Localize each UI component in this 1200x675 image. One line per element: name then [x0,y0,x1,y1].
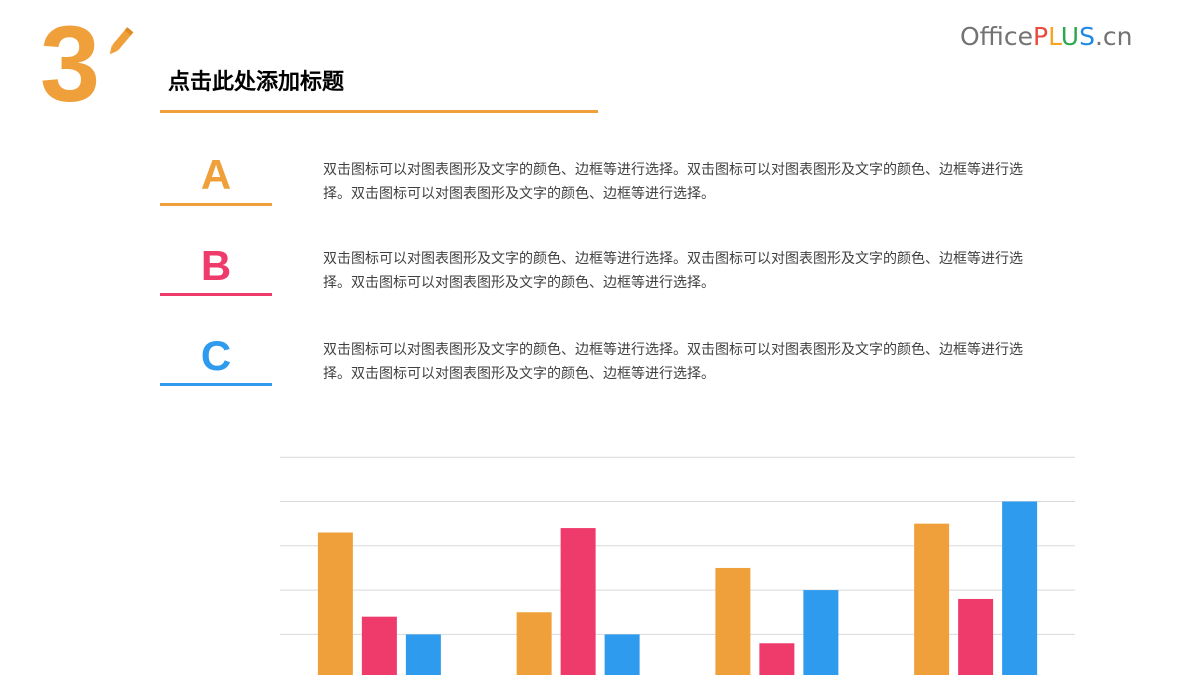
bar [958,598,994,675]
bar [317,532,353,675]
bar [803,590,839,675]
page-title: 点击此处添加标题 [168,70,345,95]
brand-suffix: .cn [1094,22,1133,51]
title-underline [160,110,598,113]
bar [405,634,441,675]
bar [759,643,795,675]
item-text-a: 双击图标可以对图表图形及文字的颜色、边框等进行选择。双击图标可以对图表图形及文字… [323,162,1023,202]
brand-plus-letter: L [1048,22,1061,51]
brand-plus-letter: S [1079,22,1095,51]
bar [560,528,596,675]
brand-plus-letter: U [1060,22,1080,51]
pencil-icon [109,27,134,55]
brand-office: Office [960,22,1033,51]
item-text-b: 双击图标可以对图表图形及文字的颜色、边框等进行选择。双击图标可以对图表图形及文字… [323,251,1023,291]
bar [1002,501,1038,675]
item-underline-c [160,383,272,386]
bar [914,523,950,675]
bar [361,616,397,675]
item-letter-c: C [200,332,232,379]
item-underline-a [160,203,272,206]
brand-plus-letter: P [1032,22,1049,51]
item-underline-b [160,293,272,296]
brand-logo: OfficePLUS.cn [960,22,1132,51]
bar [715,567,751,675]
item-text-c: 双击图标可以对图表图形及文字的颜色、边框等进行选择。双击图标可以对图表图形及文字… [323,342,1023,382]
brand-plus: PLUS [1033,22,1095,51]
item-letter-a: A [200,151,232,198]
bar [604,634,640,675]
bar [516,612,552,675]
section-number: 3 [40,3,101,124]
item-letter-b: B [200,242,232,289]
